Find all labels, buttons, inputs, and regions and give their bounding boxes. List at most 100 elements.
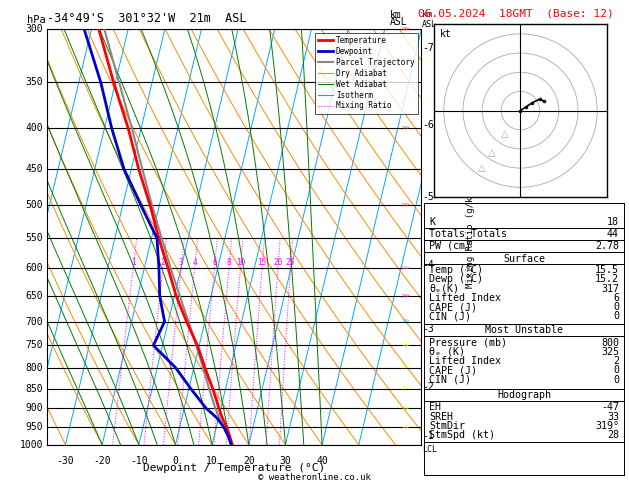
- Text: -10: -10: [130, 445, 148, 466]
- Text: CIN (J): CIN (J): [429, 375, 471, 384]
- Text: 1: 1: [131, 258, 136, 267]
- Text: 20: 20: [243, 445, 255, 466]
- Text: 3: 3: [179, 258, 184, 267]
- Text: 40: 40: [316, 445, 328, 466]
- Text: LCL: LCL: [422, 445, 437, 454]
- Text: 317: 317: [601, 284, 619, 294]
- Text: >>: >>: [401, 319, 410, 325]
- Text: -3: -3: [422, 324, 434, 334]
- Text: -2: -2: [422, 382, 434, 392]
- Text: 700: 700: [26, 316, 43, 327]
- Text: 450: 450: [26, 164, 43, 174]
- Text: -20: -20: [93, 445, 111, 466]
- Text: 06.05.2024  18GMT  (Base: 12): 06.05.2024 18GMT (Base: 12): [418, 8, 614, 18]
- Text: >>: >>: [401, 424, 410, 430]
- Text: 350: 350: [26, 77, 43, 87]
- Text: >>: >>: [401, 203, 410, 208]
- Text: 0: 0: [613, 365, 619, 375]
- Text: K: K: [429, 217, 435, 226]
- Text: 325: 325: [601, 347, 619, 357]
- Text: km
ASL: km ASL: [422, 10, 437, 29]
- Text: 800: 800: [601, 338, 619, 347]
- Text: 28: 28: [607, 430, 619, 440]
- Text: 0: 0: [613, 312, 619, 321]
- Text: >>: >>: [401, 125, 410, 131]
- Text: -34°49'S  301°32'W  21m  ASL: -34°49'S 301°32'W 21m ASL: [47, 12, 247, 25]
- Text: -4: -4: [422, 260, 434, 271]
- Text: 20: 20: [274, 258, 282, 267]
- Text: θₑ(K): θₑ(K): [429, 284, 459, 294]
- Text: 15.2: 15.2: [595, 275, 619, 284]
- Text: CIN (J): CIN (J): [429, 312, 471, 321]
- Text: Mixing Ratio (g/kg): Mixing Ratio (g/kg): [465, 186, 475, 288]
- Text: 15: 15: [257, 258, 267, 267]
- Text: △: △: [479, 163, 486, 173]
- Text: 550: 550: [26, 233, 43, 243]
- Text: 10: 10: [236, 258, 245, 267]
- Text: 10: 10: [206, 445, 218, 466]
- Text: >>: >>: [401, 343, 410, 348]
- Text: >>: >>: [401, 26, 410, 32]
- Text: 650: 650: [26, 291, 43, 301]
- Text: 30: 30: [279, 445, 291, 466]
- Text: StmDir: StmDir: [429, 421, 465, 431]
- Text: 500: 500: [26, 200, 43, 210]
- Text: >>: >>: [401, 293, 410, 299]
- Text: EH: EH: [429, 402, 441, 412]
- Text: SREH: SREH: [429, 412, 453, 421]
- Text: 0: 0: [172, 445, 179, 466]
- Text: Pressure (mb): Pressure (mb): [429, 338, 507, 347]
- Text: >>: >>: [401, 364, 410, 371]
- Text: 6: 6: [613, 293, 619, 303]
- Text: 850: 850: [26, 383, 43, 394]
- Text: kt: kt: [440, 30, 451, 39]
- Text: 6: 6: [212, 258, 217, 267]
- Text: 44: 44: [607, 229, 619, 239]
- Text: Lifted Index: Lifted Index: [429, 356, 501, 366]
- Text: PW (cm): PW (cm): [429, 241, 471, 251]
- Text: 600: 600: [26, 263, 43, 274]
- Text: Dewpoint / Temperature (°C): Dewpoint / Temperature (°C): [143, 463, 325, 473]
- Text: 18: 18: [607, 217, 619, 226]
- Text: △: △: [501, 129, 509, 139]
- Text: 800: 800: [26, 363, 43, 373]
- Text: 319°: 319°: [595, 421, 619, 431]
- Text: △: △: [488, 148, 496, 158]
- Text: 950: 950: [26, 422, 43, 432]
- Text: hPa: hPa: [26, 15, 45, 25]
- Text: Most Unstable: Most Unstable: [485, 326, 563, 335]
- Text: -7: -7: [422, 43, 434, 53]
- Text: km: km: [390, 10, 402, 20]
- Text: StmSpd (kt): StmSpd (kt): [429, 430, 495, 440]
- Text: 4: 4: [192, 258, 197, 267]
- Text: -6: -6: [422, 120, 434, 130]
- Legend: Temperature, Dewpoint, Parcel Trajectory, Dry Adiabat, Wet Adiabat, Isotherm, Mi: Temperature, Dewpoint, Parcel Trajectory…: [314, 33, 418, 114]
- Text: 2: 2: [160, 258, 165, 267]
- Text: 2.78: 2.78: [595, 241, 619, 251]
- Text: -5: -5: [422, 192, 434, 202]
- Text: Temp (°C): Temp (°C): [429, 265, 483, 275]
- Text: Surface: Surface: [503, 254, 545, 263]
- Text: © weatheronline.co.uk: © weatheronline.co.uk: [258, 473, 371, 482]
- Text: -1: -1: [422, 431, 434, 441]
- Text: 400: 400: [26, 123, 43, 134]
- Text: >>: >>: [401, 405, 410, 411]
- Text: 33: 33: [607, 412, 619, 421]
- Text: 900: 900: [26, 403, 43, 413]
- Text: Dewp (°C): Dewp (°C): [429, 275, 483, 284]
- Text: 750: 750: [26, 340, 43, 350]
- Text: 300: 300: [26, 24, 43, 34]
- Text: CAPE (J): CAPE (J): [429, 365, 477, 375]
- Text: Lifted Index: Lifted Index: [429, 293, 501, 303]
- Text: 0: 0: [613, 375, 619, 384]
- Text: 25: 25: [286, 258, 295, 267]
- Text: θₑ (K): θₑ (K): [429, 347, 465, 357]
- Text: -30: -30: [57, 445, 74, 466]
- Text: 1000: 1000: [20, 440, 43, 450]
- Text: CAPE (J): CAPE (J): [429, 302, 477, 312]
- Text: 0: 0: [613, 302, 619, 312]
- Text: Hodograph: Hodograph: [497, 390, 551, 400]
- Text: >>: >>: [401, 385, 410, 392]
- Text: Totals Totals: Totals Totals: [429, 229, 507, 239]
- Text: 15.5: 15.5: [595, 265, 619, 275]
